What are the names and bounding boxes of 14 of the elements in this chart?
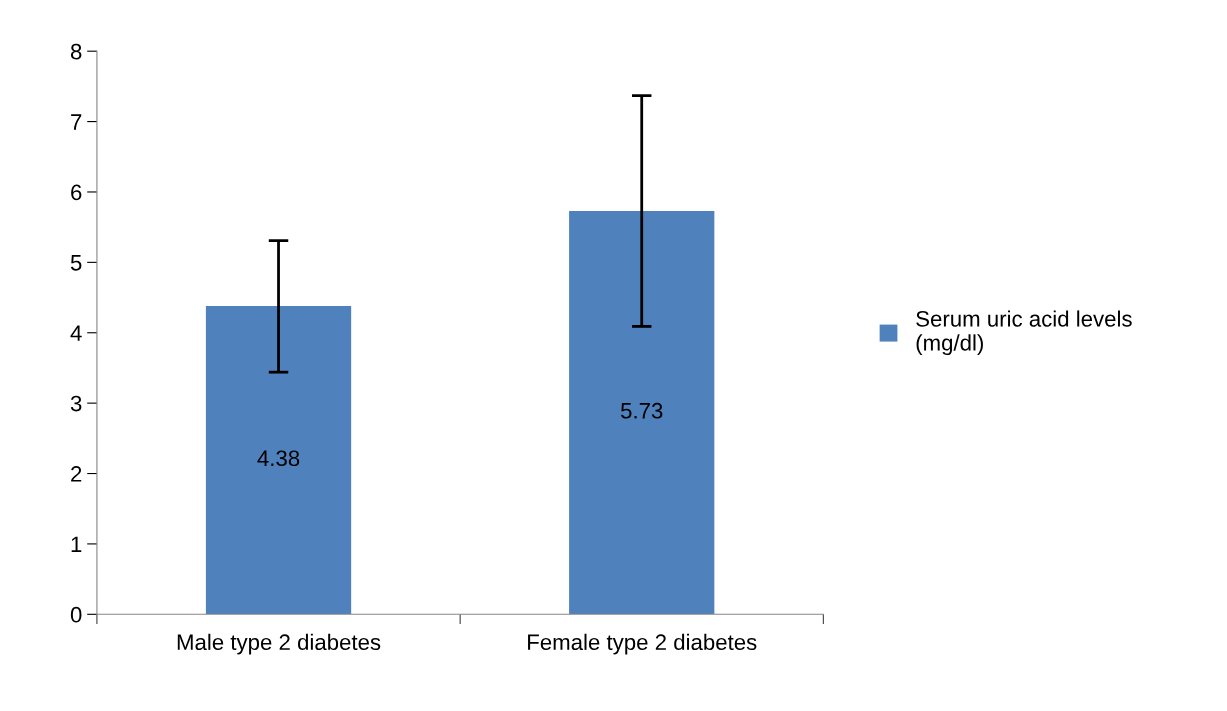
y-tick-label: 0	[70, 606, 82, 623]
y-tick-label: 1	[71, 536, 82, 552]
y-tick-label: 6	[71, 184, 82, 201]
y-tick-label: 8	[70, 43, 82, 60]
data-label: 5.73	[620, 402, 663, 419]
x-tick-label: Male type 2 diabetes	[177, 633, 381, 655]
y-tick-label: 2	[71, 466, 82, 482]
y-tick-label: 3	[70, 395, 82, 412]
x-tick-label: Female type 2 diabetes	[528, 633, 757, 655]
y-tick-label: 7	[71, 114, 82, 130]
y-tick-label: 4	[70, 325, 82, 341]
data-label: 4.38	[257, 450, 300, 467]
legend-label: Serum uric acid levels (mg/dl)	[916, 310, 1132, 356]
y-tick-label: 5	[70, 255, 82, 271]
